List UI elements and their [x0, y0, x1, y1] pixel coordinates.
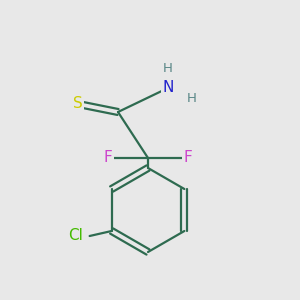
- Text: H: H: [163, 61, 173, 74]
- Text: Cl: Cl: [68, 229, 83, 244]
- Text: H: H: [187, 92, 197, 104]
- Text: F: F: [184, 151, 192, 166]
- Text: S: S: [73, 97, 83, 112]
- Text: N: N: [162, 80, 174, 95]
- Text: F: F: [103, 151, 112, 166]
